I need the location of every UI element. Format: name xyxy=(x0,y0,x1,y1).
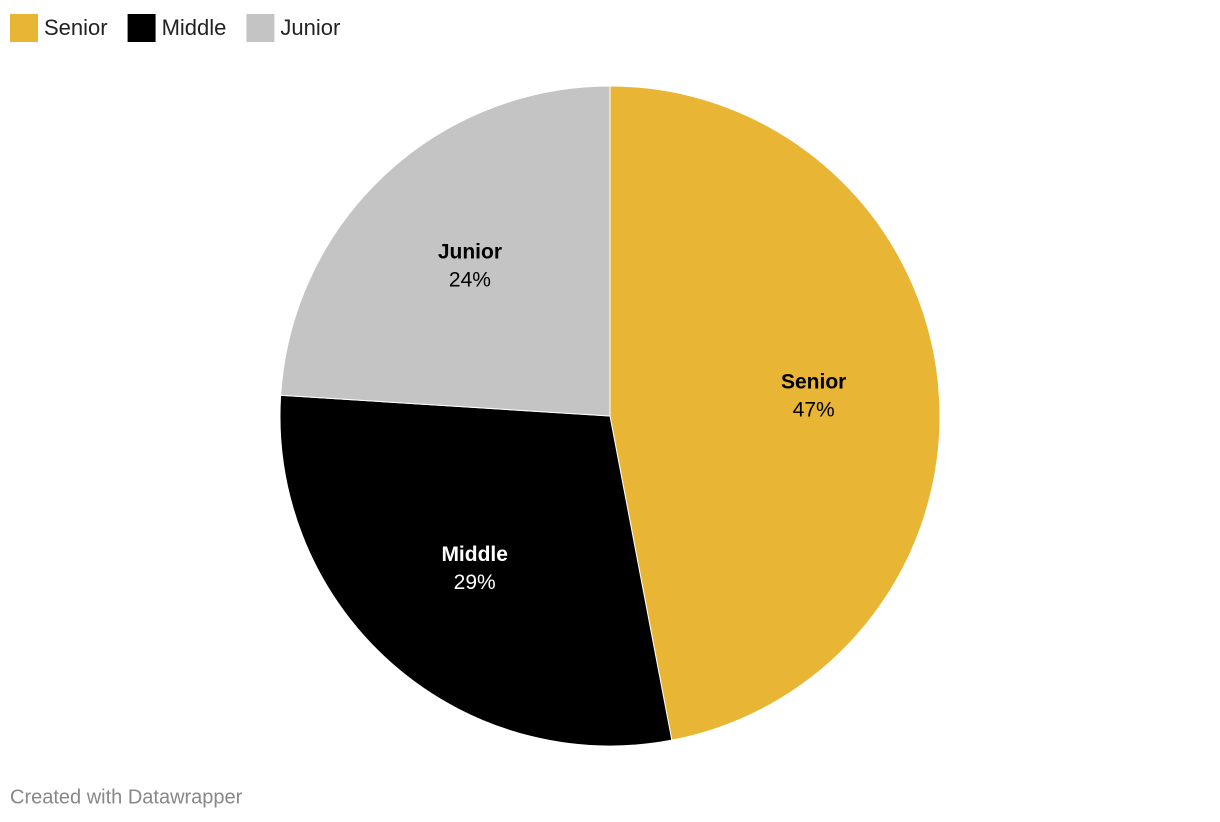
legend: Senior Middle Junior xyxy=(10,14,340,42)
legend-label: Senior xyxy=(44,15,108,40)
slice-value: 29% xyxy=(454,571,496,594)
pie-slice xyxy=(280,85,611,417)
slice-label: Senior xyxy=(781,370,846,393)
slice-label: Junior xyxy=(438,240,502,263)
slice-value: 24% xyxy=(449,268,491,291)
pie-slice xyxy=(609,85,941,741)
legend-label: Junior xyxy=(280,15,340,40)
footer: Created with Datawrapper xyxy=(10,786,243,808)
legend-swatch xyxy=(10,14,38,42)
legend-label: Middle xyxy=(162,15,227,40)
legend-swatch xyxy=(246,14,275,42)
pie-slice xyxy=(279,394,673,747)
slice-value: 47% xyxy=(793,398,835,421)
legend-swatch xyxy=(127,14,156,42)
slice-label: Middle xyxy=(441,543,508,566)
pie: Senior 47% Middle 29% Junior 24% xyxy=(279,85,941,747)
